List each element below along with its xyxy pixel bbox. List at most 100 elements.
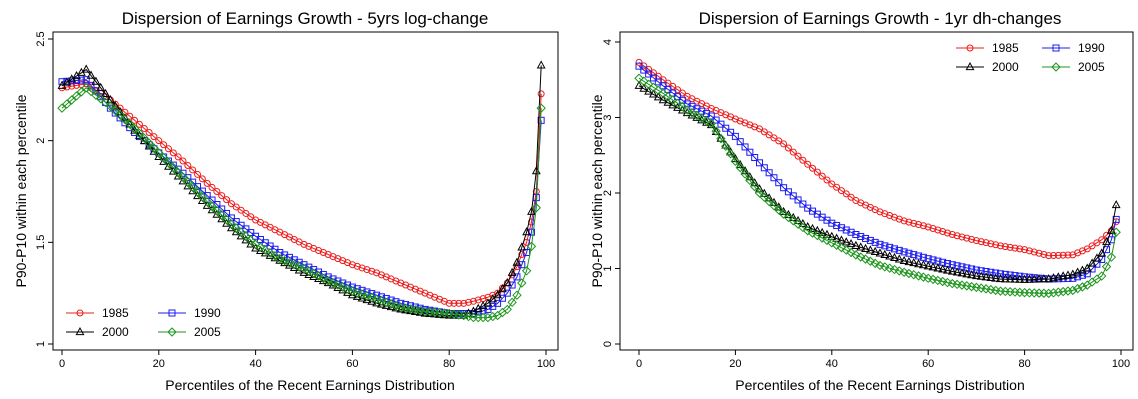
chart-left-point-1985 bbox=[155, 137, 163, 145]
chart-right-point-2005 bbox=[894, 266, 904, 276]
chart-left-point-2005 bbox=[173, 167, 183, 178]
chart-right-point-1990 bbox=[997, 270, 1004, 278]
chart-right-point-1985 bbox=[649, 69, 657, 77]
chart-left-point-2000 bbox=[149, 146, 159, 155]
chart-right-point-2000 bbox=[909, 258, 919, 267]
chart-left-point-1985 bbox=[126, 112, 134, 120]
chart-left-point-2005 bbox=[526, 241, 537, 252]
chart-right-point-2000 bbox=[663, 97, 673, 106]
chart-right-point-1985 bbox=[881, 210, 889, 218]
chart-left-point-1985 bbox=[68, 82, 76, 90]
chart-right-point-1990 bbox=[789, 192, 797, 200]
chart-left-point-2005 bbox=[284, 257, 295, 268]
chart-left: Dispersion of Earnings Growth - 5yrs log… bbox=[13, 9, 559, 393]
chart-right-point-1990 bbox=[640, 66, 648, 74]
chart-right-line-1990 bbox=[638, 65, 1117, 280]
chart-left-point-2005 bbox=[279, 255, 290, 266]
chart-left-legend-marker bbox=[75, 326, 85, 336]
chart-left-plot-frame bbox=[52, 31, 559, 351]
chart-right-legend-label: 1990 bbox=[1078, 41, 1105, 55]
chart-right-point-1985 bbox=[645, 65, 653, 73]
chart-right-ytick-label: 1 bbox=[602, 265, 614, 271]
chart-right-point-2000 bbox=[721, 140, 731, 149]
chart-left-point-1985 bbox=[474, 296, 482, 304]
chart-right-legend-label: 2000 bbox=[992, 60, 1019, 74]
chart-right-point-2005 bbox=[653, 85, 663, 96]
chart-right-point-2000 bbox=[899, 255, 909, 265]
chart-left-point-2005 bbox=[318, 273, 329, 284]
chart-right-point-2000 bbox=[976, 271, 986, 280]
chart-left-point-2005 bbox=[231, 223, 241, 233]
chart-left-point-2005 bbox=[81, 83, 91, 93]
chart-left-legend-label: 2000 bbox=[102, 325, 129, 339]
chart-right-point-2005 bbox=[648, 82, 659, 93]
chart-right-point-2000 bbox=[1063, 270, 1073, 279]
chart-left-point-2005 bbox=[333, 280, 343, 290]
chart-right-legend-item: 1985 bbox=[956, 41, 1019, 55]
chart-right-point-2000 bbox=[981, 272, 991, 281]
chart-left-point-2005 bbox=[96, 94, 106, 104]
chart-left-point-1985 bbox=[237, 206, 245, 214]
chart-right-point-2000 bbox=[914, 259, 924, 268]
chart-right-point-2005 bbox=[1111, 227, 1121, 237]
chart-left-point-2005 bbox=[512, 290, 522, 300]
chart-left-point-2000 bbox=[522, 227, 532, 236]
chart-left-point-2000 bbox=[536, 60, 546, 69]
chart-right-point-2000 bbox=[1082, 263, 1092, 272]
chart-right-point-2005 bbox=[701, 116, 712, 126]
chart-right-point-2000 bbox=[1020, 274, 1030, 283]
chart-left-point-1985 bbox=[242, 209, 250, 217]
chart-left-point-1990 bbox=[203, 192, 211, 200]
chart-left-ytick-label: 2.5 bbox=[35, 31, 47, 46]
chart-right-point-1985 bbox=[770, 134, 778, 142]
chart-right-point-2000 bbox=[808, 223, 817, 233]
chart-left-point-2000 bbox=[507, 267, 517, 276]
chart-left-point-2005 bbox=[129, 123, 140, 134]
chart-right-point-2000 bbox=[861, 243, 870, 252]
chart-right-point-2005 bbox=[745, 175, 755, 186]
chart-left-point-1985 bbox=[537, 90, 545, 98]
chart-right-point-1985 bbox=[1054, 251, 1062, 259]
chart-left-point-2005 bbox=[192, 187, 203, 197]
chart-left-point-2005 bbox=[149, 143, 159, 153]
chart-left-point-2005 bbox=[71, 91, 82, 101]
chart-right-point-1990 bbox=[765, 169, 773, 177]
chart-left-title: Dispersion of Earnings Growth - 5yrs log… bbox=[122, 9, 489, 28]
chart-left-point-2005 bbox=[338, 282, 348, 292]
chart-left-legend-marker bbox=[168, 309, 176, 317]
chart-left-point-1990 bbox=[179, 169, 187, 177]
chart-left-point-2005 bbox=[536, 103, 546, 113]
chart-right-point-2000 bbox=[1102, 237, 1111, 246]
chart-left-legend-label: 1990 bbox=[194, 306, 221, 320]
chart-right-point-2000 bbox=[1049, 273, 1058, 282]
chart-left-point-2005 bbox=[347, 286, 358, 296]
chart-right-point-1985 bbox=[915, 221, 923, 229]
chart-right-point-1985 bbox=[775, 137, 783, 145]
chart-right-point-1985 bbox=[939, 228, 947, 236]
chart-left-point-1985 bbox=[140, 124, 148, 132]
chart-right-series-2005 bbox=[634, 73, 1121, 299]
chart-right-point-1990 bbox=[992, 269, 1000, 277]
chart-right-series bbox=[634, 58, 1121, 299]
chart-left-point-2005 bbox=[488, 311, 498, 322]
chart-right-point-1985 bbox=[765, 131, 773, 139]
chart-right-point-2005 bbox=[870, 258, 880, 269]
chart-left-xlabel: Percentiles of the Recent Earnings Distr… bbox=[165, 377, 454, 393]
chart-right-point-1985 bbox=[1021, 246, 1029, 254]
chart-right-ytick-label: 0 bbox=[602, 341, 614, 347]
chart-right-point-2000 bbox=[996, 274, 1005, 283]
chart-right-point-2005 bbox=[1053, 287, 1064, 297]
chart-left-point-2005 bbox=[270, 251, 280, 261]
chart-left-point-2000 bbox=[81, 64, 91, 73]
chart-left-point-2005 bbox=[178, 172, 188, 182]
chart-right-point-1990 bbox=[741, 143, 749, 151]
chart-right-point-2005 bbox=[856, 252, 866, 262]
chart-right-point-1990 bbox=[649, 74, 657, 82]
chart-left-point-1985 bbox=[213, 188, 221, 195]
chart-right-point-1985 bbox=[1011, 244, 1019, 252]
chart-right-point-2005 bbox=[841, 245, 851, 255]
chart-right-point-1990 bbox=[780, 184, 788, 192]
chart-right-point-1985 bbox=[963, 234, 971, 242]
chart-right-point-2005 bbox=[1043, 288, 1054, 299]
chart-right-point-2000 bbox=[649, 89, 658, 98]
